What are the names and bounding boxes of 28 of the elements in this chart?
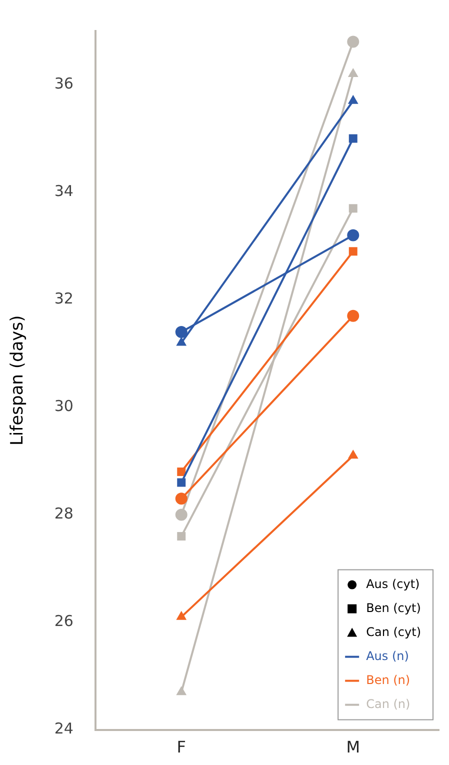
point — [348, 204, 358, 213]
legend-label: Ben (cyt) — [366, 600, 421, 615]
y-tick-label: 36 — [54, 74, 74, 93]
legend-label: Ben (n) — [366, 672, 410, 687]
y-tick-label: 34 — [54, 182, 74, 200]
x-tick-label: F — [176, 738, 186, 757]
legend-label: Can (cyt) — [366, 624, 421, 639]
legend-label: Can (n) — [366, 696, 410, 711]
y-tick-label: 24 — [54, 720, 74, 738]
point — [177, 478, 186, 487]
point — [177, 532, 186, 541]
y-tick-label: 28 — [54, 504, 74, 523]
y-tick-label: 30 — [54, 397, 74, 416]
legend-label: Aus (n) — [366, 648, 409, 663]
y-tick-label: 26 — [54, 612, 74, 630]
point — [347, 229, 360, 242]
point — [347, 310, 360, 322]
point — [175, 508, 188, 521]
point — [177, 468, 186, 476]
point — [347, 36, 360, 48]
x-tick-label: M — [346, 738, 360, 757]
legend-label: Aus (cyt) — [366, 576, 420, 591]
point — [175, 492, 188, 505]
point — [348, 134, 358, 143]
point — [175, 326, 188, 338]
y-axis-title: Lifespan (days) — [8, 315, 28, 446]
point — [348, 247, 358, 256]
y-tick-label: 32 — [54, 290, 74, 308]
